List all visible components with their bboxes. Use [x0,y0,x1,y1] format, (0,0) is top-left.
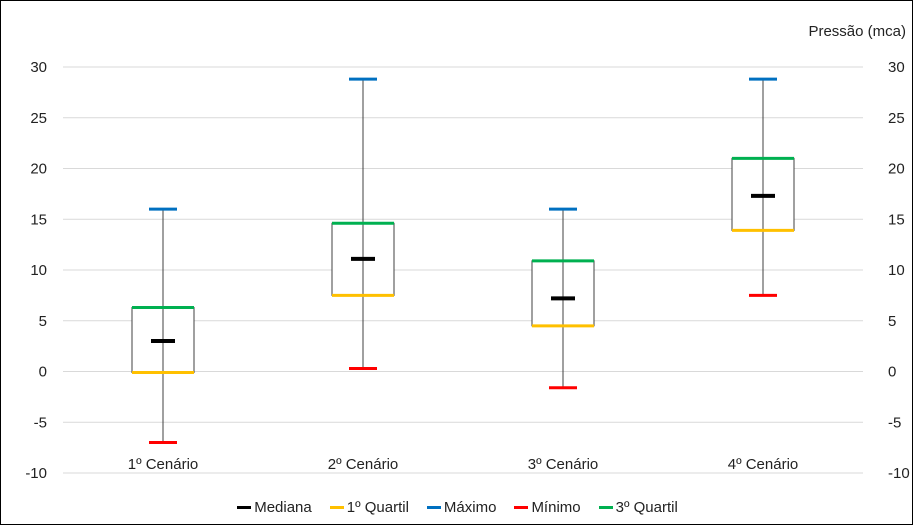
legend-swatch [514,505,529,509]
y-tick-label-left: 30 [30,59,47,76]
y-tick-label-right: 25 [888,110,905,127]
y-tick-label-right: 20 [888,161,905,178]
category-labels: 1º Cenário 2º Cenário 3º Cenário 4º Cenário [128,456,799,473]
y-tick-label-left: 20 [30,161,47,178]
legend-label: 1º Quartil [346,498,409,516]
y-axis-left: -10 -5 0 5 10 15 20 25 30 [25,59,47,482]
y-tick-label-left: 0 [39,364,47,381]
category-label: 4º Cenário [728,456,799,473]
y-tick-label-right: 10 [888,262,905,279]
legend-item: Mínimo [514,498,581,516]
legend-item: Mediana [237,499,312,516]
box-group [731,77,795,297]
legend-label: Máximo [443,498,497,516]
y-tick-label-right: 30 [888,59,905,76]
legend-swatch [426,505,441,509]
unit-label: Pressão (mca) [808,23,906,40]
boxes [131,77,795,445]
category-label: 1º Cenário [128,456,199,473]
box-group [531,207,595,390]
box-group [331,77,395,370]
y-tick-label-right: -10 [888,465,910,482]
category-label: 2º Cenário [328,456,399,473]
legend-label: Mediana [254,498,312,516]
y-tick-label-left: 25 [30,110,47,127]
y-tick-label-right: 5 [888,313,896,330]
gridlines [63,66,863,474]
y-axis-right: -10 -5 0 5 10 15 20 25 30 [888,59,910,482]
y-tick-label-right: 0 [888,364,896,381]
legend-label: Mínimo [531,498,581,516]
legend-swatch [329,505,344,509]
legend-item: 3º Quartil [598,498,678,516]
y-tick-label-left: 5 [39,313,47,330]
legend-label: 3º Quartil [615,498,678,516]
legend-swatch [237,505,252,509]
legend-swatch [598,505,613,509]
legend-item: 1º Quartil [329,498,409,516]
y-tick-label-left: 10 [30,262,47,279]
y-tick-label-left: 15 [30,211,47,228]
y-tick-label-left: -10 [25,465,47,482]
y-tick-label-left: -5 [34,414,47,431]
y-tick-label-right: -5 [888,414,901,431]
category-label: 3º Cenário [528,456,599,473]
legend: Mediana 1º Quartil Máximo Mínimo 3º Quartil [1,493,912,521]
box-group [131,207,195,445]
legend-item: Máximo [426,498,497,516]
y-tick-label-right: 15 [888,211,905,228]
